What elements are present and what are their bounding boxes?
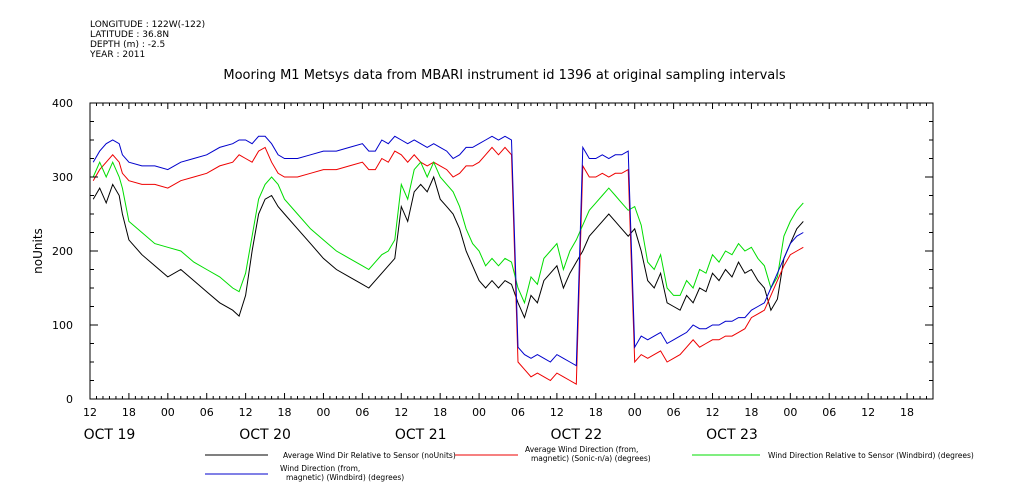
- x-tick-label: 06: [822, 406, 836, 419]
- x-tick-label: 12: [83, 406, 97, 419]
- longitude-text: LONGITUDE : 122W(-122): [90, 20, 206, 30]
- x-tick-label: 00: [783, 406, 797, 419]
- year-text: YEAR : 2011: [90, 50, 146, 60]
- series-line-1: [92, 175, 804, 320]
- x-tick-label: 12: [239, 406, 253, 419]
- x-tick-label: 12: [394, 406, 408, 419]
- x-tick-label: 00: [161, 406, 175, 419]
- y-tick-label: 300: [52, 171, 73, 184]
- day-label: OCT 23: [706, 427, 758, 443]
- y-tick-label: 100: [52, 319, 73, 332]
- series-line-3: [92, 160, 804, 305]
- x-tick-label: 18: [589, 406, 603, 419]
- x-tick-label: 18: [122, 406, 136, 419]
- legend-label-1: Average Wind Dir Relative to Sensor (noU…: [283, 451, 456, 460]
- chart-title: Mooring M1 Metsys data from MBARI instru…: [223, 68, 786, 83]
- axis-layer: 12 18 00 06 12 18 00 06 12 18 00 06 12 18 00 06 12 18 00 06…: [52, 97, 934, 443]
- x-tick-label: 06: [200, 406, 214, 419]
- legend: Average Wind Dir Relative to Sensor (noU…: [205, 445, 974, 482]
- y-tick-label: 200: [52, 245, 73, 258]
- day-label: OCT 22: [551, 427, 603, 443]
- x-tick-label: 06: [511, 406, 525, 419]
- x-tick-label: 18: [744, 406, 758, 419]
- y-tick-label: 0: [66, 393, 73, 406]
- series-layer: [92, 135, 804, 386]
- metadata-block: LONGITUDE : 122W(-122) LATITUDE : 36.8N …: [90, 20, 205, 60]
- x-tick-label: 18: [278, 406, 292, 419]
- x-tick-label: 00: [628, 406, 642, 419]
- day-label: OCT 20: [239, 427, 291, 443]
- legend-label-4: Wind Direction (from,: [280, 464, 360, 473]
- x-tick-label: 06: [667, 406, 681, 419]
- x-tick-label: 06: [355, 406, 369, 419]
- legend-label-4: magnetic) (Windbird) (degrees): [286, 473, 404, 482]
- legend-label-2: magnetic) (Sonic-n/a) (degrees): [531, 454, 651, 463]
- x-tick-label: 18: [433, 406, 447, 419]
- x-tick-label: 12: [706, 406, 720, 419]
- x-tick-label: 18: [900, 406, 914, 419]
- x-tick-label: 00: [472, 406, 486, 419]
- depth-text: DEPTH (m) : -2.5: [90, 40, 166, 50]
- series-line-4: [92, 135, 804, 367]
- x-tick-label: 12: [550, 406, 564, 419]
- y-tick-label: 400: [52, 97, 73, 110]
- latitude-text: LATITUDE : 36.8N: [90, 30, 170, 40]
- x-tick-label: 00: [316, 406, 330, 419]
- legend-label-2: Average Wind Direction (from,: [525, 445, 638, 454]
- legend-label-3: Wind Direction Relative to Sensor (Windb…: [768, 451, 974, 460]
- series-line-2: [92, 146, 804, 386]
- day-label: OCT 19: [84, 427, 136, 443]
- y-axis-label: noUnits: [31, 228, 45, 274]
- x-tick-label: 12: [861, 406, 875, 419]
- day-label: OCT 21: [395, 427, 447, 443]
